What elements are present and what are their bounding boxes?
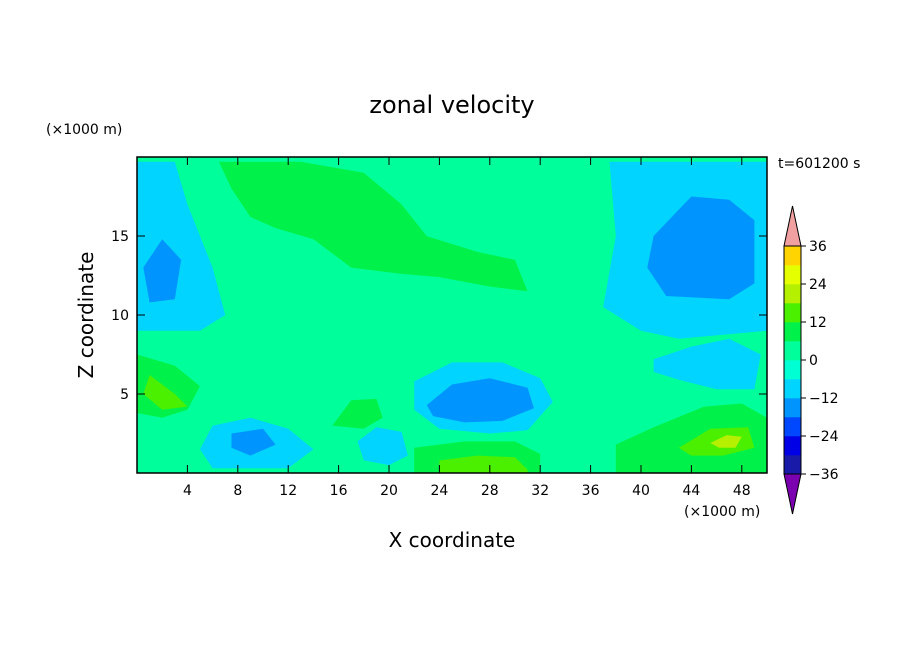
colorbar-swatch <box>784 322 801 342</box>
contour-region <box>357 427 408 466</box>
x-axis-ticks: 4 8 12 16 20 24 28 32 36 40 44 48 <box>183 157 751 499</box>
colorbar-swatch <box>784 436 801 456</box>
x-tick-label: 16 <box>330 483 348 499</box>
x-tick-label: 32 <box>531 483 549 499</box>
contour-region <box>395 161 553 292</box>
colorbar-tick-label: 12 <box>809 315 827 331</box>
contour-region <box>710 435 742 448</box>
contour-region <box>218 161 528 292</box>
colorbar-swatch <box>784 379 801 399</box>
x-axis-unit: (×1000 m) <box>684 504 760 520</box>
x-axis-label: X coordinate <box>389 528 516 552</box>
colorbar-swatch <box>784 303 801 323</box>
colorbar-upper-extension <box>783 205 802 247</box>
colorbar-swatch <box>784 246 801 266</box>
colorbar-tick-label: −12 <box>809 391 839 407</box>
y-tick-label: 10 <box>111 308 129 324</box>
x-tick-label: 44 <box>682 483 700 499</box>
contour-region <box>615 403 767 473</box>
colorbar-tick-label: 36 <box>809 239 827 255</box>
y-tick-label: 15 <box>111 229 129 245</box>
colorbar-swatch <box>784 341 801 361</box>
contour-region <box>653 338 761 390</box>
colorbar-tick-label: −36 <box>809 467 839 483</box>
colorbar-lower-extension <box>783 473 802 515</box>
contour-region <box>143 375 188 410</box>
x-tick-label: 36 <box>582 483 600 499</box>
chart-title: zonal velocity <box>369 91 534 119</box>
y-tick-label: 5 <box>120 387 129 403</box>
contour-region <box>231 428 276 456</box>
colorbar-swatch <box>784 360 801 380</box>
x-tick-label: 28 <box>481 483 499 499</box>
contour-region <box>137 354 200 418</box>
y-axis-unit: (×1000 m) <box>46 122 122 138</box>
colorbar-tick-label: 0 <box>809 353 818 369</box>
time-label: t=601200 s <box>778 156 860 172</box>
contour-region <box>143 239 182 303</box>
colorbar-swatch <box>784 398 801 418</box>
colorbar-tick-label: 24 <box>809 277 827 293</box>
x-tick-label: 8 <box>233 483 242 499</box>
x-tick-label: 20 <box>380 483 398 499</box>
colorbar-swatch <box>784 417 801 437</box>
contour-region <box>647 196 755 300</box>
x-tick-label: 4 <box>183 483 192 499</box>
colorbar-swatch <box>784 455 801 475</box>
velocity-contours <box>137 161 767 473</box>
contour-region <box>426 378 534 423</box>
colorbar: 36 24 12 0 −12 −24 −36 <box>783 205 839 515</box>
x-tick-label: 12 <box>279 483 297 499</box>
colorbar-tick-label: −24 <box>809 429 839 445</box>
x-tick-label: 24 <box>430 483 448 499</box>
y-axis-ticks: 5 10 15 <box>111 229 767 403</box>
contour-region <box>332 398 383 429</box>
contour-region <box>439 455 528 473</box>
x-tick-label: 48 <box>733 483 751 499</box>
colorbar-swatch <box>784 284 801 304</box>
y-axis-label: Z coordinate <box>74 252 98 379</box>
colorbar-swatch <box>784 265 801 285</box>
x-tick-label: 40 <box>632 483 650 499</box>
